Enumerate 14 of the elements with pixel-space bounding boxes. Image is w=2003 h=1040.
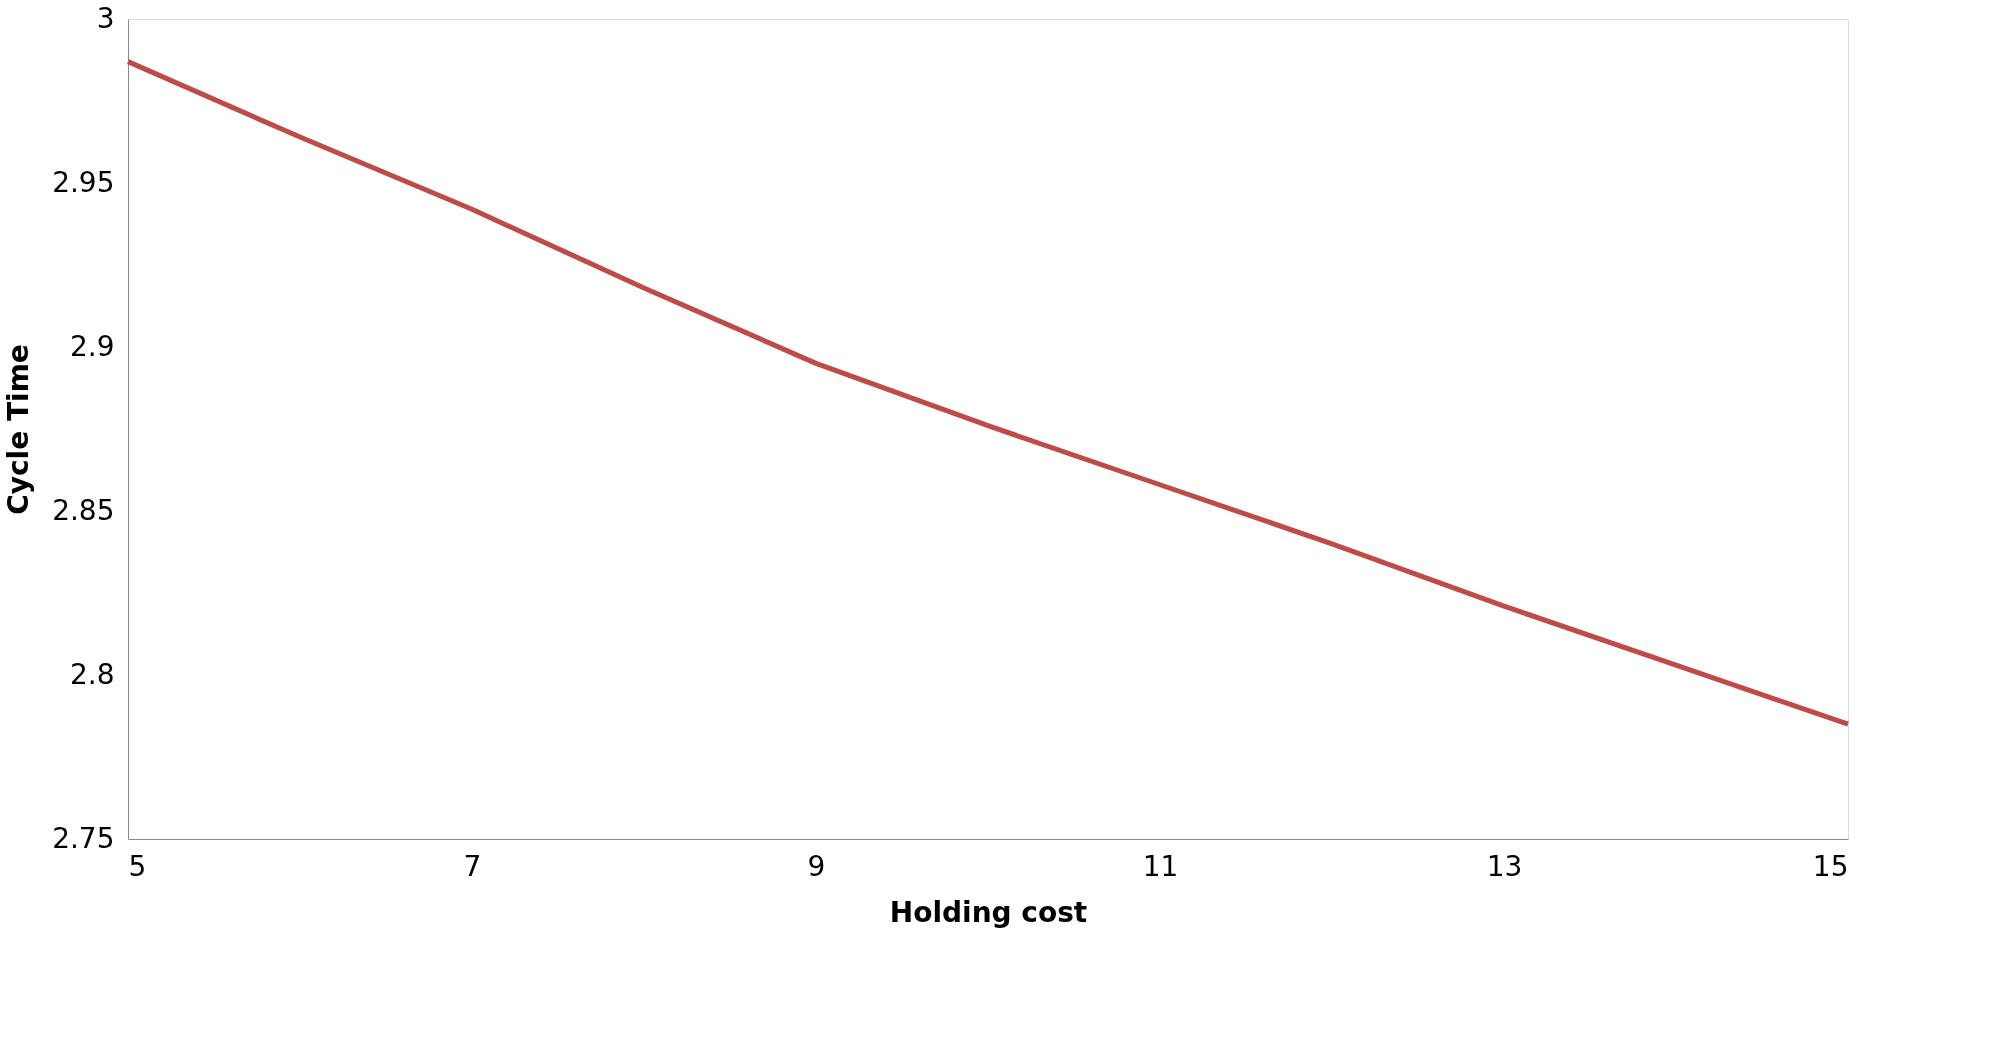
y-axis-title: Cycle Time (2, 344, 36, 515)
y-tick-label: 2.75 (52, 821, 115, 855)
x-tick-label: 11 (1142, 849, 1179, 883)
x-tick-label: 7 (463, 849, 482, 883)
y-tick-label: 2.95 (52, 165, 115, 199)
x-tick-label: 5 (128, 849, 147, 883)
x-tick-label: 9 (807, 849, 826, 883)
y-tick-label: 2.85 (52, 493, 115, 527)
y-tick-label: 3 (96, 1, 115, 35)
x-tick-label: 15 (1812, 849, 1849, 883)
y-tick-label: 2.8 (69, 657, 115, 691)
x-axis-title: Holding cost (889, 895, 1088, 929)
x-tick-label: 13 (1486, 849, 1523, 883)
y-tick-label: 2.9 (69, 329, 115, 363)
